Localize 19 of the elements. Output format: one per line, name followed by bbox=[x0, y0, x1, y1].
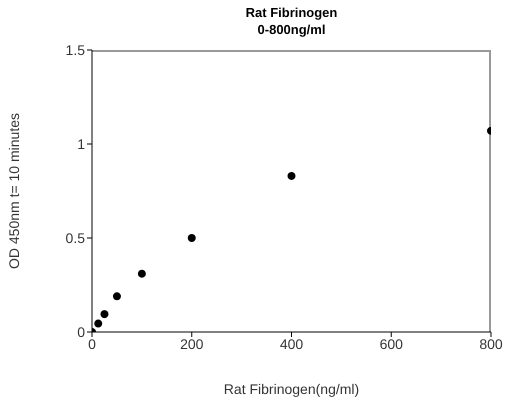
y-tick-label: 0 bbox=[77, 324, 86, 340]
x-tick-label: 200 bbox=[180, 336, 204, 352]
point bbox=[138, 270, 146, 278]
y-tick-label: 1 bbox=[77, 136, 86, 152]
x-tick-label: 0 bbox=[88, 336, 96, 352]
y-axis-title: OD 450nm t= 10 minutes bbox=[6, 112, 22, 270]
point bbox=[188, 234, 196, 242]
chart-subtitle: 0-800ng/ml bbox=[256, 21, 326, 38]
y-tick-label: 0.5 bbox=[66, 230, 86, 246]
x-tick-label: 800 bbox=[479, 336, 503, 352]
point bbox=[112, 292, 121, 300]
point bbox=[288, 172, 296, 180]
chart-title: Rat Fibrinogen bbox=[244, 4, 338, 21]
point bbox=[100, 310, 108, 318]
x-axis-title: Rat Fibrinogen(ng/ml) bbox=[224, 381, 360, 397]
y-tick-label: 1.5 bbox=[66, 42, 86, 58]
x-tick-label: 600 bbox=[380, 336, 404, 352]
x-tick-label: 400 bbox=[280, 336, 304, 352]
point bbox=[94, 320, 102, 328]
